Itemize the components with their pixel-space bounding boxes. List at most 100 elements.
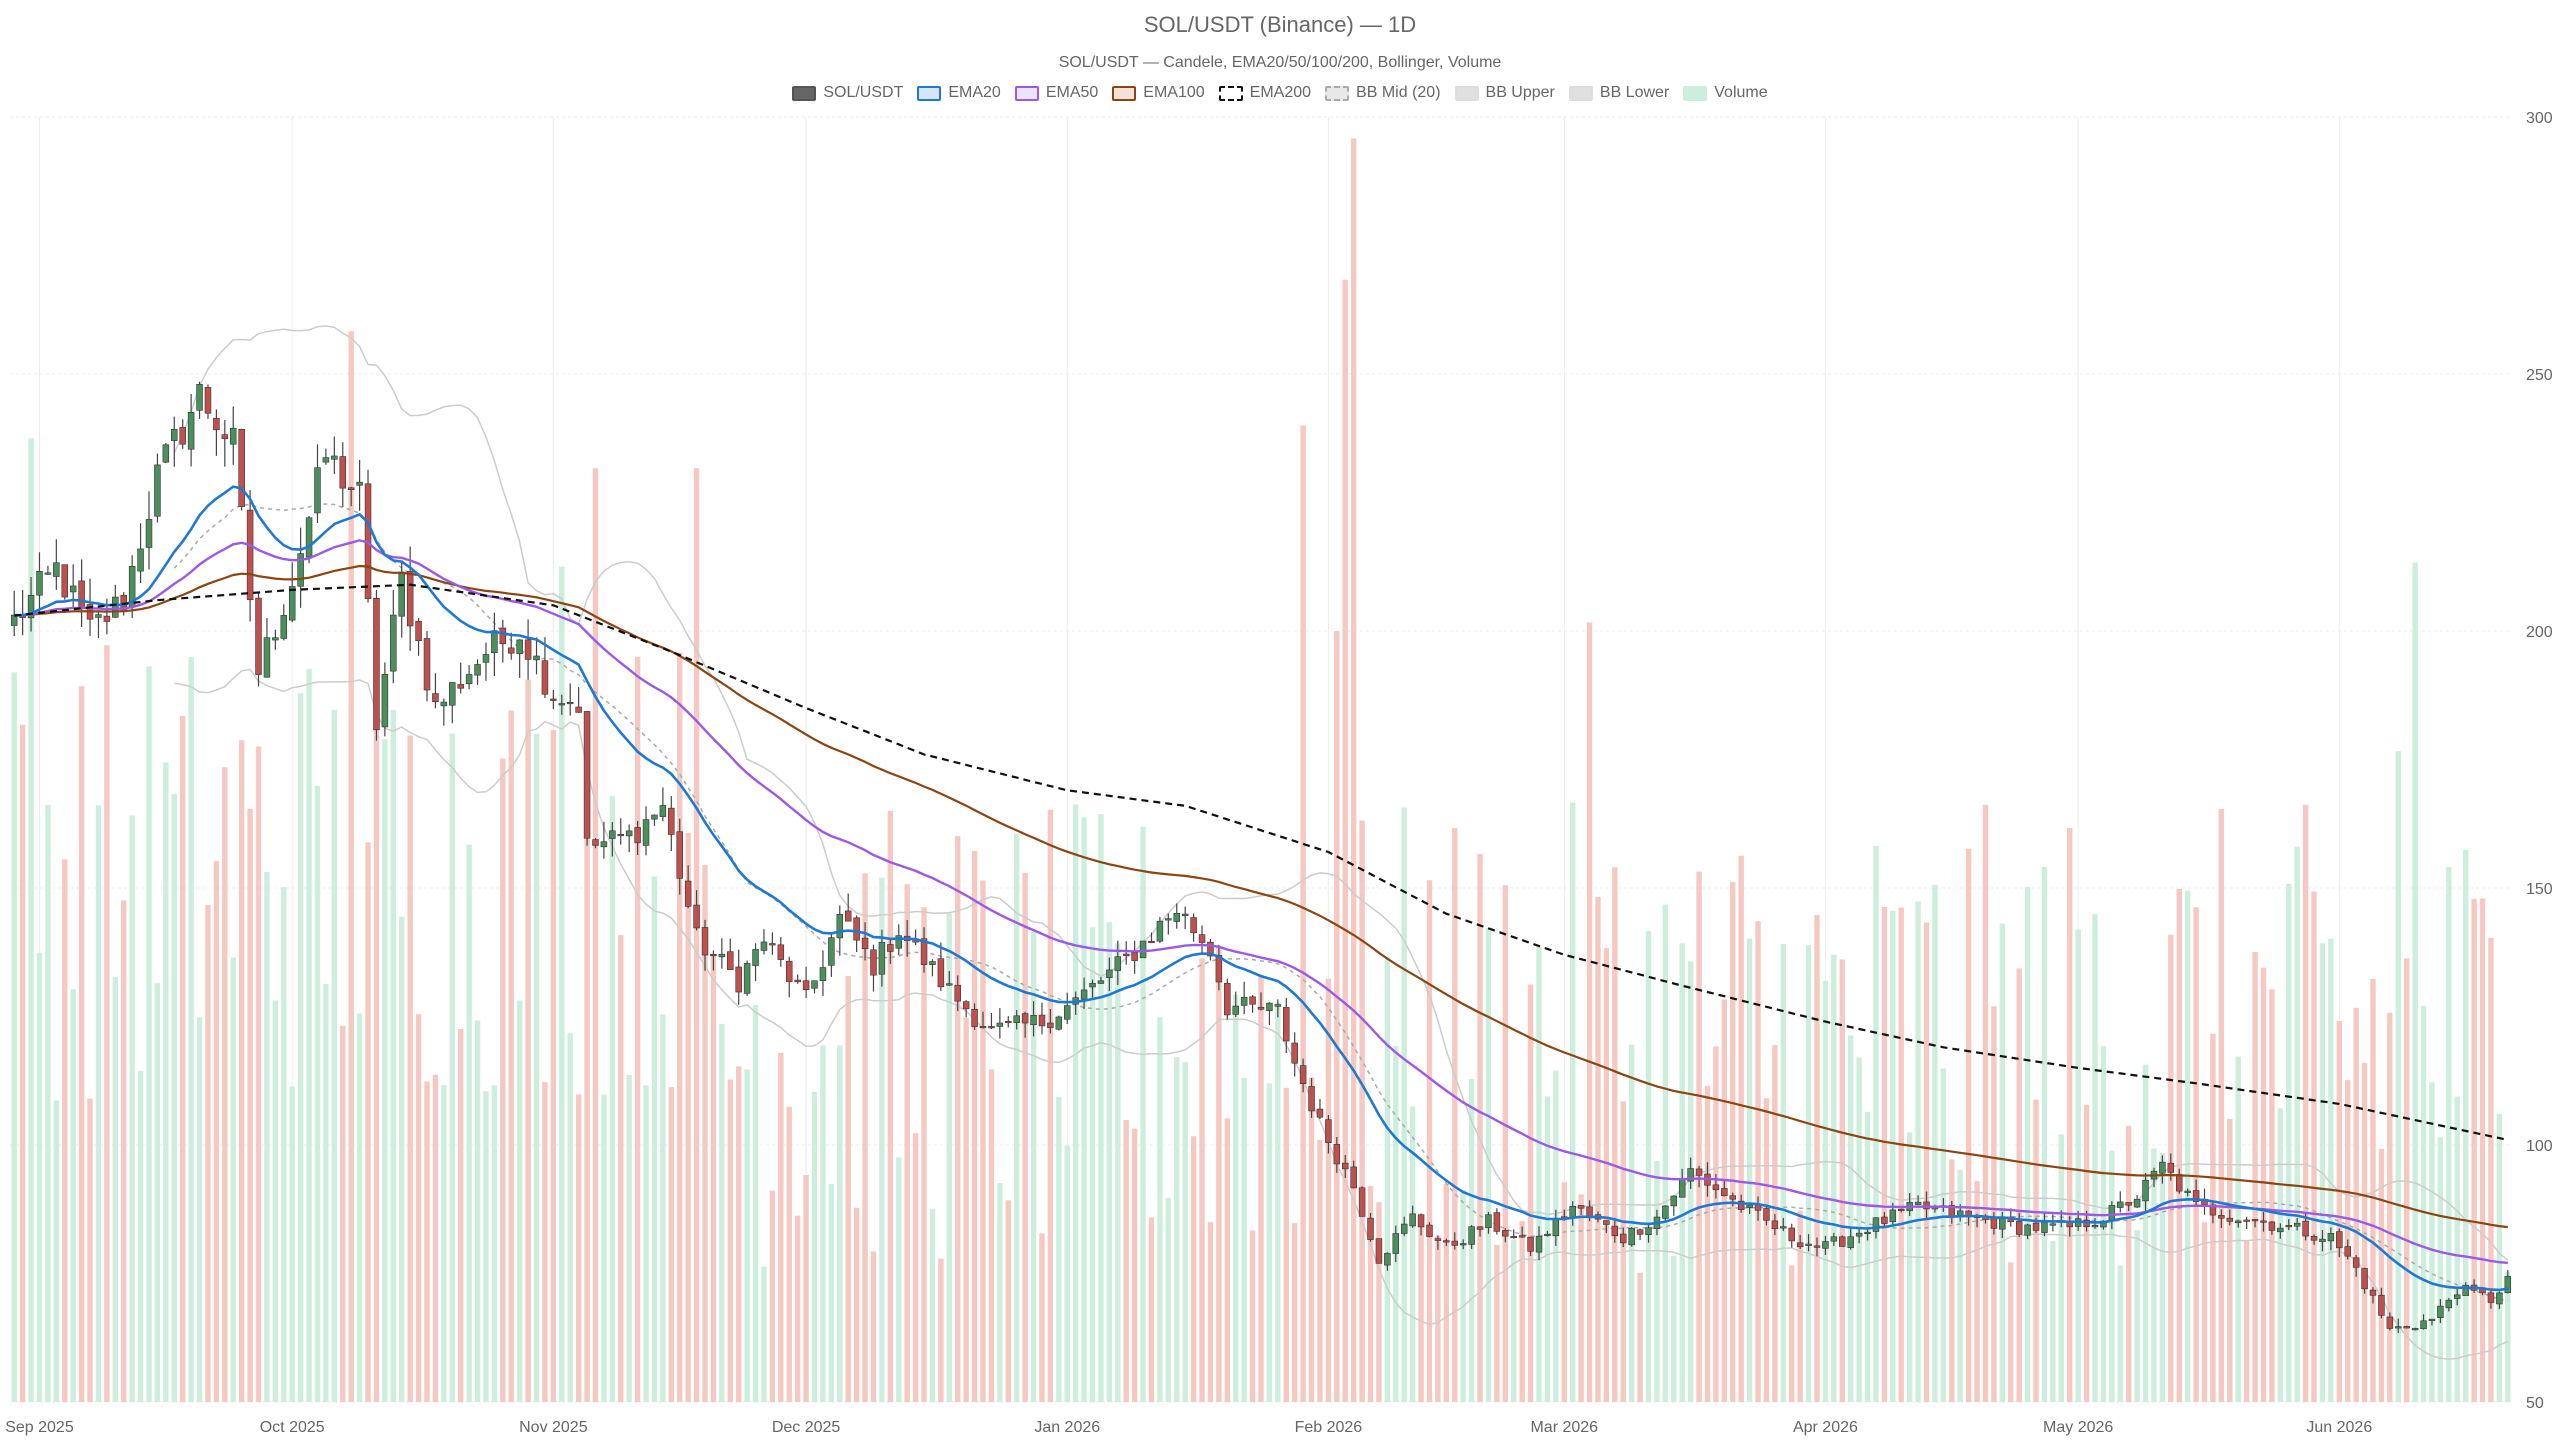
volume-bar (710, 954, 717, 1402)
volume-bar (2353, 1007, 2359, 1402)
volume-bar (870, 1251, 877, 1402)
candle-body (1897, 1208, 1905, 1211)
candle-body (1257, 1006, 1265, 1010)
candle-body (668, 807, 675, 835)
candle-body (937, 958, 945, 988)
volume-bar (11, 672, 17, 1402)
volume-bar (778, 1052, 784, 1402)
volume-bar (129, 815, 135, 1402)
candle-body (1005, 1020, 1012, 1024)
candle-body (1822, 1241, 1829, 1249)
candle-body (2226, 1217, 2234, 1222)
legend-label: Volume (1714, 84, 1768, 101)
bb-lower-line (174, 668, 2509, 1360)
volume-bar (272, 1000, 279, 1402)
volume-bar (1435, 1235, 1441, 1402)
candle-body (1240, 996, 1248, 1006)
volume-bar (542, 1082, 548, 1402)
candle-body (390, 614, 397, 672)
legend-item[interactable]: Volume (1683, 84, 1768, 102)
legend-item[interactable]: BB Mid (20) (1325, 84, 1441, 102)
volume-bar (2067, 828, 2073, 1402)
legend-item[interactable]: EMA50 (1014, 84, 1098, 102)
candle-body (229, 427, 237, 445)
volume-bar (1570, 802, 1576, 1402)
ema200-line (14, 583, 2509, 1141)
volume-bar (2454, 1096, 2460, 1402)
volume-bar (356, 1013, 363, 1402)
volume-bar (1595, 896, 1601, 1402)
legend-item[interactable]: SOL/USDT (792, 84, 903, 102)
volume-bar (1713, 1046, 1719, 1402)
candle-body (1729, 1195, 1737, 1200)
candle-body (1468, 1226, 1475, 1245)
x-tick-label: Dec 2025 (772, 1419, 841, 1436)
legend-item[interactable]: BB Lower (1568, 84, 1669, 102)
volume-bar (1233, 994, 1239, 1402)
volume-bar (1393, 1046, 1399, 1402)
volume-bar (36, 953, 43, 1402)
volume-bar (1089, 927, 1096, 1402)
candle-body (2462, 1284, 2469, 1296)
legend-item[interactable]: EMA200 (1218, 84, 1311, 102)
candle-body (1224, 982, 1231, 1016)
candle-body (2369, 1289, 2377, 1296)
volume-bar (794, 1215, 801, 1402)
candle-body (1771, 1220, 1779, 1230)
volume-bar (1890, 910, 1896, 1402)
candle-body (2386, 1316, 2394, 1329)
candle-body (1426, 1224, 1433, 1237)
volume-bar (1612, 867, 1618, 1402)
candle-body (2167, 1162, 2175, 1173)
candle-body (196, 384, 203, 411)
volume-bar (761, 1266, 767, 1402)
volume-bar (154, 983, 161, 1402)
candle-body (1341, 1162, 1349, 1170)
candle-body (1965, 1210, 1972, 1216)
candle-body (659, 805, 667, 817)
volume-bar (2159, 1152, 2166, 1402)
x-tick-label: Jun 2026 (2306, 1419, 2372, 1436)
candle-body (322, 457, 330, 463)
volume-bar (432, 1074, 439, 1402)
volume-bar (837, 1045, 843, 1402)
volume-bar (1974, 1181, 1980, 1402)
volume-bar (483, 1091, 489, 1402)
volume-bar (2235, 1056, 2241, 1402)
volume-bar (331, 709, 338, 1402)
candle-body (558, 703, 566, 706)
volume-bar (1224, 1118, 1230, 1402)
candle-body (769, 943, 776, 946)
volume-bar (1654, 1160, 1660, 1402)
volume-bar (2446, 867, 2452, 1402)
candle-body (482, 654, 490, 663)
volume-bar (222, 767, 228, 1402)
volume-bar (180, 715, 186, 1402)
candle-body (1535, 1235, 1543, 1253)
candle-body (684, 880, 692, 907)
volume-bar (845, 976, 851, 1402)
candle-body (1805, 1243, 1812, 1246)
volume-bar (1645, 931, 1652, 1402)
volume-bar (1350, 138, 1357, 1403)
volume-bar (533, 733, 540, 1402)
volume-bar (390, 709, 396, 1402)
candle-body (861, 937, 869, 950)
volume-bar (912, 1133, 919, 1402)
volume-bar (1030, 931, 1037, 1402)
volume-bar (399, 916, 405, 1402)
legend-item[interactable]: EMA100 (1112, 84, 1205, 102)
candle-body (2251, 1219, 2259, 1222)
candle-body (246, 509, 254, 601)
legend-item[interactable]: BB Upper (1454, 84, 1555, 102)
volume-bar (1780, 943, 1786, 1402)
candle-body (566, 701, 574, 705)
legend-item[interactable]: EMA20 (917, 84, 1001, 102)
candle-body (1063, 1005, 1071, 1020)
volume-bar (1746, 938, 1753, 1402)
volume-bar (719, 1023, 725, 1402)
candle-body (2319, 1238, 2326, 1242)
candle-body (1569, 1205, 1576, 1218)
candle-body (1695, 1168, 1703, 1176)
volume-bar (407, 735, 413, 1402)
